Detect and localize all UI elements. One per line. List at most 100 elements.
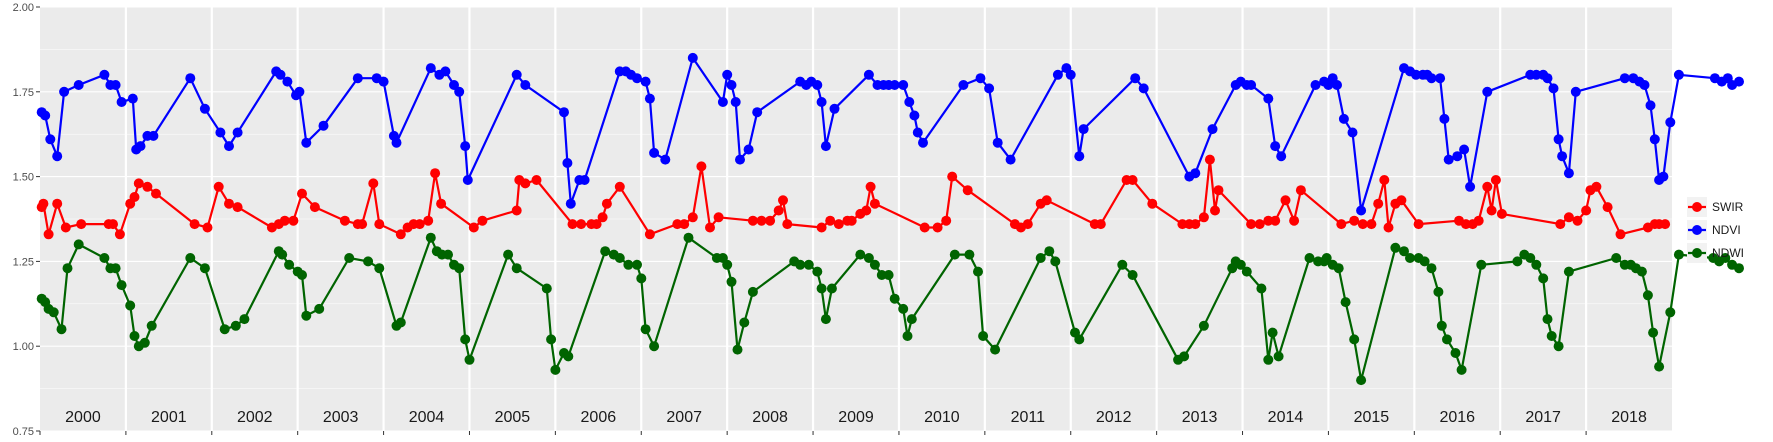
facet-label: 2008 bbox=[752, 409, 788, 426]
data-point-ndvi bbox=[1619, 73, 1630, 84]
data-point-swir bbox=[614, 181, 625, 192]
data-point-swir bbox=[76, 219, 87, 230]
data-point-swir bbox=[1496, 208, 1507, 219]
data-point-ndvi bbox=[904, 97, 915, 107]
legend-label: SWIR bbox=[1712, 200, 1744, 214]
data-point-ndwi bbox=[129, 331, 140, 341]
data-point-ndvi bbox=[440, 66, 451, 77]
data-point-swir bbox=[846, 215, 857, 226]
data-point-swir bbox=[597, 212, 608, 223]
data-point-ndvi bbox=[378, 76, 389, 87]
data-point-swir bbox=[644, 229, 655, 240]
legend-label: NDWI bbox=[1712, 246, 1744, 260]
data-point-swir bbox=[297, 188, 307, 199]
data-point-ndwi bbox=[344, 253, 355, 263]
data-point-swir bbox=[142, 181, 153, 192]
data-point-ndwi bbox=[1436, 320, 1447, 331]
x-ticks bbox=[39, 431, 1587, 435]
data-point-swir bbox=[423, 215, 434, 226]
data-point-ndvi bbox=[318, 120, 329, 131]
data-point-ndwi bbox=[1356, 375, 1367, 386]
data-point-ndwi bbox=[230, 320, 241, 331]
data-point-swir bbox=[309, 202, 320, 213]
data-point-ndwi bbox=[739, 317, 750, 328]
data-point-ndvi bbox=[127, 93, 138, 104]
data-point-ndvi bbox=[1065, 69, 1076, 80]
data-point-ndvi bbox=[889, 80, 900, 90]
data-point-ndvi bbox=[1263, 93, 1274, 104]
data-point-ndwi bbox=[1642, 290, 1653, 301]
data-point-ndwi bbox=[1179, 351, 1190, 362]
data-point-ndvi bbox=[1270, 141, 1281, 152]
y-tick-label: 1.50 bbox=[13, 172, 34, 184]
data-point-ndwi bbox=[803, 259, 814, 270]
data-point-swir bbox=[213, 181, 224, 192]
data-point-swir bbox=[1396, 195, 1407, 206]
data-point-ndwi bbox=[902, 331, 913, 341]
data-point-swir bbox=[1660, 219, 1671, 230]
grid bbox=[40, 6, 1672, 432]
data-point-ndwi bbox=[826, 283, 837, 294]
facet-label: 2015 bbox=[1354, 409, 1390, 426]
data-point-ndvi bbox=[909, 110, 920, 121]
data-point-ndwi bbox=[863, 253, 874, 263]
data-point-ndvi bbox=[1207, 124, 1218, 135]
data-point-swir bbox=[1473, 215, 1484, 226]
facet-label: 2005 bbox=[495, 409, 531, 426]
data-point-swir bbox=[52, 198, 63, 209]
data-point-ndvi bbox=[717, 97, 728, 107]
data-point-swir bbox=[1572, 215, 1583, 226]
data-point-ndvi bbox=[1332, 80, 1342, 90]
data-point-ndwi bbox=[1542, 314, 1553, 325]
data-point-ndwi bbox=[1525, 253, 1536, 263]
data-point-swir bbox=[1095, 219, 1106, 230]
data-point-ndwi bbox=[869, 259, 880, 270]
data-point-ndvi bbox=[1411, 69, 1421, 80]
data-point-ndwi bbox=[1720, 253, 1731, 263]
data-point-swir bbox=[919, 222, 930, 233]
data-point-ndwi bbox=[636, 273, 647, 284]
data-point-ndvi bbox=[185, 73, 196, 84]
facet-label: 2006 bbox=[581, 409, 617, 426]
data-point-ndvi bbox=[1658, 171, 1669, 182]
data-point-swir bbox=[1263, 215, 1274, 226]
data-point-ndwi bbox=[301, 310, 312, 321]
data-point-swir bbox=[756, 215, 767, 226]
data-point-swir bbox=[374, 219, 385, 230]
data-point-ndwi bbox=[185, 253, 196, 263]
data-point-swir bbox=[1366, 219, 1377, 230]
data-point-swir bbox=[672, 219, 683, 230]
data-point-ndvi bbox=[73, 80, 84, 90]
data-point-ndwi bbox=[889, 293, 900, 304]
data-point-swir bbox=[1127, 175, 1138, 185]
data-point-ndvi bbox=[812, 80, 823, 90]
data-point-swir bbox=[1383, 222, 1394, 233]
data-point-swir bbox=[1254, 219, 1265, 230]
data-point-swir bbox=[679, 219, 690, 230]
data-point-ndwi bbox=[110, 263, 121, 274]
data-point-ndwi bbox=[649, 341, 660, 352]
data-point-ndwi bbox=[374, 263, 385, 274]
data-point-ndvi bbox=[1645, 100, 1656, 111]
data-point-ndwi bbox=[812, 266, 823, 277]
data-point-swir bbox=[531, 175, 542, 185]
data-point-ndwi bbox=[297, 270, 307, 280]
data-point-swir bbox=[705, 222, 715, 233]
year-labels: 2000 2001 2002 2003 2004 2005 2006 2007 2008 2009… bbox=[65, 409, 1647, 426]
data-point-ndwi bbox=[722, 259, 733, 270]
data-point-ndvi bbox=[59, 86, 70, 97]
data-point-swir bbox=[947, 171, 958, 182]
data-point-ndwi bbox=[1333, 263, 1344, 274]
y-tick-label: 2.00 bbox=[13, 2, 34, 14]
data-point-ndvi bbox=[579, 175, 590, 185]
data-point-ndwi bbox=[978, 331, 989, 341]
data-point-ndvi bbox=[1310, 80, 1321, 90]
data-point-ndwi bbox=[1273, 351, 1284, 362]
data-point-ndvi bbox=[984, 83, 995, 94]
data-point-ndwi bbox=[732, 344, 743, 355]
data-point-swir bbox=[129, 192, 140, 202]
data-point-ndvi bbox=[975, 73, 986, 84]
legend-key-point bbox=[1692, 248, 1702, 258]
data-point-ndwi bbox=[62, 263, 73, 274]
